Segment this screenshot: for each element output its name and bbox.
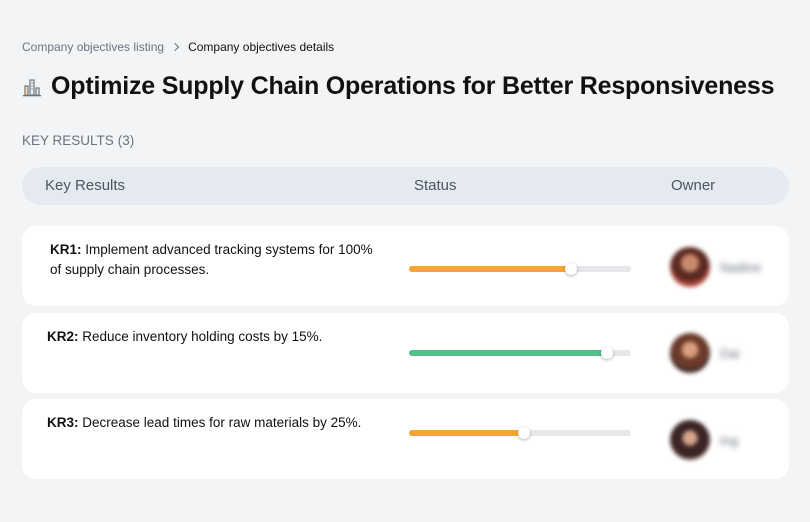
chevron-right-icon bbox=[170, 42, 180, 52]
key-results-count: (3) bbox=[117, 133, 135, 148]
header-owner: Owner bbox=[671, 177, 716, 194]
progress-fill bbox=[409, 430, 525, 436]
progress-fill bbox=[409, 350, 607, 356]
progress-knob[interactable] bbox=[600, 347, 613, 359]
table-header: Key Results Status Owner bbox=[22, 167, 789, 205]
key-result-description: Implement advanced tracking systems for … bbox=[50, 242, 373, 277]
owner-name: Dai bbox=[720, 345, 740, 361]
avatar bbox=[670, 333, 710, 373]
avatar bbox=[670, 247, 710, 287]
key-result-text: KR3: Decrease lead times for raw materia… bbox=[47, 413, 377, 433]
building-chart-icon bbox=[23, 78, 41, 96]
avatar bbox=[670, 420, 710, 460]
owner-name: Ing bbox=[720, 432, 739, 448]
owner[interactable]: Dai bbox=[670, 333, 740, 373]
key-result-text: KR2: Reduce inventory holding costs by 1… bbox=[47, 327, 377, 347]
header-key-results: Key Results bbox=[45, 177, 126, 194]
progress-knob[interactable] bbox=[565, 263, 578, 275]
status-progress-bar bbox=[409, 263, 631, 275]
breadcrumb: Company objectives listing Company objec… bbox=[22, 40, 334, 54]
key-result-description: Decrease lead times for raw materials by… bbox=[78, 415, 362, 430]
key-result-row-3[interactable]: KR3: Decrease lead times for raw materia… bbox=[22, 399, 789, 479]
owner-name: Nadine bbox=[720, 259, 762, 275]
status-progress-bar bbox=[409, 347, 631, 359]
key-result-description: Reduce inventory holding costs by 15%. bbox=[78, 329, 323, 344]
owner[interactable]: Ing bbox=[670, 420, 738, 460]
header-status: Status bbox=[414, 177, 457, 194]
key-result-text: KR1: Implement advanced tracking systems… bbox=[50, 240, 380, 280]
status-progress-bar bbox=[409, 427, 631, 439]
key-result-row-1[interactable]: KR1: Implement advanced tracking systems… bbox=[22, 226, 789, 306]
progress-knob[interactable] bbox=[518, 427, 531, 439]
progress-fill bbox=[409, 266, 572, 272]
key-result-id: KR2: bbox=[47, 329, 79, 344]
breadcrumb-link-listing[interactable]: Company objectives listing bbox=[22, 40, 165, 54]
breadcrumb-current: Company objectives details bbox=[188, 40, 335, 54]
key-results-section-label: KEY RESULTS (3) bbox=[22, 133, 134, 148]
title-row: Optimize Supply Chain Operations for Bet… bbox=[22, 72, 774, 101]
key-result-row-2[interactable]: KR2: Reduce inventory holding costs by 1… bbox=[22, 313, 789, 393]
key-result-id: KR3: bbox=[47, 415, 79, 430]
owner[interactable]: Nadine bbox=[670, 247, 761, 287]
key-results-label: KEY RESULTS bbox=[22, 133, 114, 148]
page-title: Optimize Supply Chain Operations for Bet… bbox=[51, 72, 775, 100]
key-result-id: KR1: bbox=[50, 242, 82, 257]
